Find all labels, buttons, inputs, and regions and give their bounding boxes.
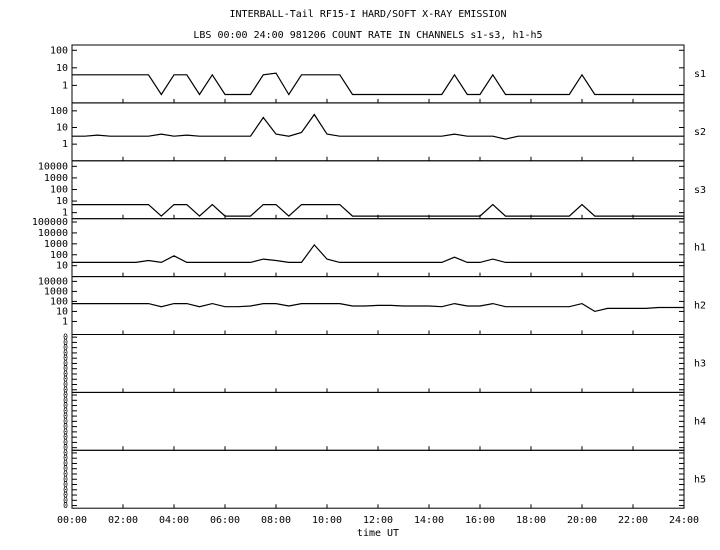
y-tick-label: 0: [63, 359, 68, 368]
data-line: [72, 302, 684, 313]
x-tick-label: 18:00: [516, 515, 546, 526]
y-tick-label: 10: [56, 261, 68, 272]
x-tick-label: 08:00: [261, 515, 291, 526]
x-tick-label: 10:00: [312, 515, 342, 526]
y-tick-label: 10: [56, 196, 68, 207]
x-tick-label: 12:00: [363, 515, 393, 526]
y-tick-label: 0: [63, 380, 68, 389]
data-line: [72, 113, 684, 140]
y-tick-label: 0: [63, 354, 68, 363]
y-tick-label: 1: [62, 208, 68, 219]
y-tick-label: 0: [63, 348, 68, 357]
panel-label: h3: [694, 358, 706, 369]
x-tick-label: 14:00: [414, 515, 444, 526]
y-tick-label: 0: [63, 491, 68, 500]
x-tick-label: 04:00: [159, 515, 189, 526]
y-tick-label: 100: [50, 106, 68, 117]
panel-label: h4: [694, 416, 706, 427]
panel-label: s2: [694, 127, 706, 138]
y-tick-label: 1: [62, 139, 68, 150]
y-tick-label: 0: [63, 443, 68, 452]
panel-label: h2: [694, 301, 706, 312]
y-tick-label: 0: [63, 448, 68, 457]
data-line: [72, 203, 684, 217]
x-tick-label: 02:00: [108, 515, 138, 526]
y-tick-label: 10000: [38, 228, 68, 239]
y-tick-label: 1: [62, 80, 68, 91]
y-tick-label: 0: [63, 475, 68, 484]
y-tick-label: 0: [63, 401, 68, 410]
y-tick-label: 0: [63, 501, 68, 510]
y-tick-label: 0: [63, 459, 68, 468]
data-line: [72, 243, 684, 264]
chart-subtitle: LBS 00:00 24:00 981206 COUNT RATE IN CHA…: [193, 30, 542, 41]
y-tick-label: 0: [63, 433, 68, 442]
x-tick-label: 06:00: [210, 515, 240, 526]
y-tick-label: 1000: [44, 286, 68, 297]
panel-label: h1: [694, 243, 706, 254]
panel-label: s1: [694, 69, 706, 80]
data-line: [72, 72, 684, 96]
y-tick-label: 0: [63, 438, 68, 447]
x-tick-label: 00:00: [57, 515, 87, 526]
y-tick-label: 0: [63, 485, 68, 494]
y-tick-label: 0: [63, 391, 68, 400]
y-tick-label: 0: [63, 406, 68, 415]
y-tick-label: 0: [63, 396, 68, 405]
y-tick-label: 0: [63, 422, 68, 431]
y-tick-label: 0: [63, 427, 68, 436]
y-tick-label: 10000: [38, 276, 68, 287]
y-tick-label: 0: [63, 496, 68, 505]
y-tick-label: 10: [56, 122, 68, 133]
y-tick-label: 0: [63, 375, 68, 384]
y-tick-label: 0: [63, 333, 68, 342]
y-tick-label: 0: [63, 454, 68, 463]
y-tick-label: 1000: [44, 239, 68, 250]
x-tick-label: 16:00: [465, 515, 495, 526]
x-tick-label: 22:00: [618, 515, 648, 526]
y-tick-label: 0: [63, 385, 68, 394]
y-tick-label: 100: [50, 296, 68, 307]
y-tick-label: 100: [50, 45, 68, 56]
y-tick-label: 10: [56, 63, 68, 74]
panel-label: h5: [694, 474, 706, 485]
y-tick-label: 1000: [44, 173, 68, 184]
y-tick-label: 10000: [38, 161, 68, 172]
y-tick-label: 0: [63, 364, 68, 373]
y-tick-label: 0: [63, 412, 68, 421]
chart-title: INTERBALL-Tail RF15-I HARD/SOFT X-RAY EM…: [230, 9, 507, 20]
y-tick-label: 0: [63, 469, 68, 478]
y-tick-label: 100: [50, 184, 68, 195]
y-tick-label: 0: [63, 343, 68, 352]
y-tick-label: 1: [62, 316, 68, 327]
y-tick-label: 0: [63, 417, 68, 426]
y-tick-label: 100: [50, 250, 68, 261]
x-tick-label: 20:00: [567, 515, 597, 526]
panel-label: s3: [694, 185, 706, 196]
y-tick-label: 10: [56, 306, 68, 317]
y-tick-label: 100000: [32, 217, 68, 228]
y-tick-label: 0: [63, 480, 68, 489]
y-tick-label: 0: [63, 338, 68, 347]
x-tick-label: 24:00: [669, 515, 699, 526]
y-tick-label: 0: [63, 464, 68, 473]
y-tick-label: 0: [63, 369, 68, 378]
x-axis-label: time UT: [357, 528, 399, 539]
